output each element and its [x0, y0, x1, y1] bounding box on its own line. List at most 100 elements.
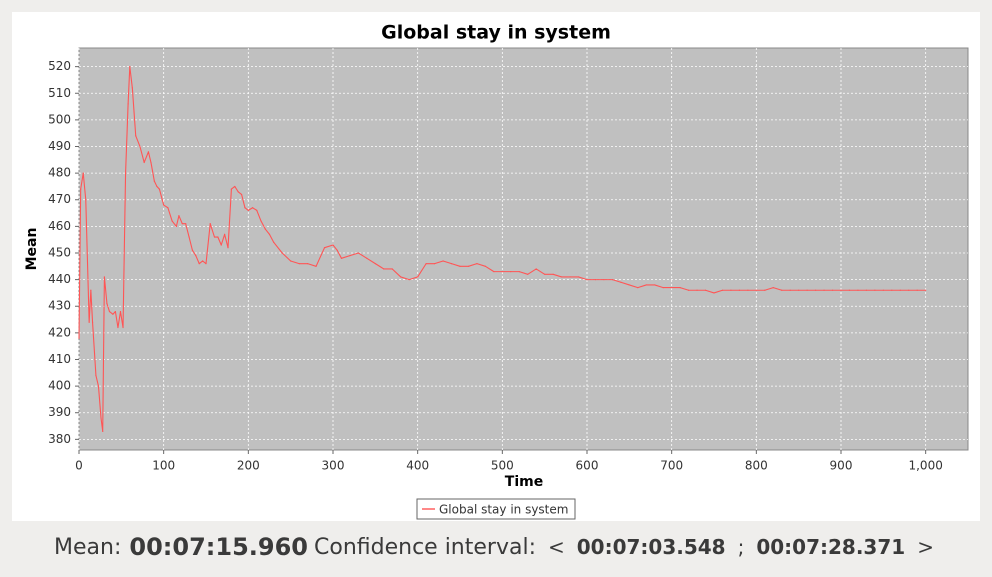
data-point: [383, 268, 385, 270]
y-tick-label: 480: [48, 166, 71, 180]
data-point: [823, 289, 825, 291]
data-point: [366, 257, 368, 259]
data-point: [408, 279, 410, 281]
data-point: [518, 271, 520, 273]
data-point: [102, 430, 104, 432]
data-point: [764, 289, 766, 291]
y-tick-label: 390: [48, 405, 71, 419]
data-point: [234, 185, 236, 188]
data-point: [119, 310, 122, 313]
data-point: [90, 289, 92, 291]
data-point: [127, 103, 129, 105]
series-line: [78, 66, 926, 432]
x-tick-label: 600: [576, 459, 599, 473]
y-tick-label: 430: [48, 299, 71, 313]
data-point: [268, 233, 271, 235]
data-point: [171, 220, 173, 222]
data-point: [340, 257, 343, 259]
data-point: [874, 289, 876, 291]
data-point: [544, 273, 546, 275]
status-bar: Mean: 00:07:15.960 Confidence interval: …: [0, 527, 992, 567]
data-point: [840, 289, 842, 291]
data-point: [97, 385, 100, 387]
x-tick-label: 300: [322, 459, 345, 473]
data-point: [501, 271, 503, 273]
data-point: [493, 271, 495, 273]
data-point: [205, 263, 207, 265]
ci-upper-value: 00:07:28.371: [756, 535, 906, 559]
data-point: [747, 289, 749, 291]
data-point: [815, 289, 817, 291]
legend: Global stay in system: [416, 498, 576, 520]
data-point: [620, 281, 622, 283]
x-tick-label: 0: [75, 459, 83, 473]
data-point: [191, 249, 194, 251]
data-point: [899, 289, 901, 291]
data-point: [82, 172, 84, 174]
data-point: [467, 265, 470, 267]
data-point: [349, 255, 351, 257]
data-point: [181, 223, 183, 225]
data-point: [244, 207, 246, 209]
data-point: [450, 263, 453, 265]
chart-svg: Global stay in system 380 390 400 410 420 430…: [24, 22, 969, 520]
data-point: [561, 276, 563, 278]
data-point: [85, 199, 87, 201]
data-point: [264, 228, 266, 230]
data-point: [434, 263, 436, 265]
data-point: [143, 161, 145, 164]
data-point: [315, 265, 317, 267]
data-point: [273, 241, 275, 243]
data-point: [195, 255, 197, 257]
data-point: [220, 244, 222, 246]
data-point: [806, 289, 808, 291]
data-point: [281, 252, 283, 254]
data-point: [569, 276, 571, 278]
ci-open-bracket: <: [547, 535, 565, 559]
mean-value: 00:07:15.960: [129, 533, 308, 561]
data-point: [781, 289, 783, 291]
data-point: [908, 289, 910, 291]
data-point: [298, 263, 300, 265]
x-tick-label: 100: [152, 459, 175, 473]
data-point: [178, 215, 180, 217]
data-point: [374, 263, 376, 265]
data-point: [594, 279, 597, 281]
data-point: [755, 289, 757, 291]
y-tick-label: 500: [48, 112, 71, 126]
data-point: [696, 289, 698, 291]
data-point: [88, 321, 90, 323]
data-point: [798, 289, 800, 291]
data-point: [91, 321, 94, 323]
data-point: [256, 209, 258, 211]
x-tick-label: 700: [660, 459, 683, 473]
y-tick-label: 510: [48, 86, 71, 100]
x-tick-label: 900: [830, 459, 853, 473]
ci-close-bracket: >: [917, 535, 934, 559]
data-point: [671, 287, 673, 289]
x-tick-label: 400: [406, 459, 429, 473]
data-point: [117, 326, 119, 329]
grid-layer: [78, 48, 968, 450]
data-point: [730, 289, 732, 291]
data-point: [459, 265, 461, 267]
data-point: [80, 188, 82, 190]
x-tick-label: 800: [745, 459, 768, 473]
data-point: [103, 276, 105, 278]
data-point: [163, 204, 165, 206]
data-point: [323, 247, 326, 249]
data-point: [865, 289, 868, 291]
data-point: [251, 207, 254, 209]
data-point: [417, 276, 419, 278]
x-tick-label: 1,000: [908, 459, 942, 473]
data-point: [124, 172, 127, 174]
ci-lower-value: 00:07:03.548: [576, 535, 726, 559]
data-point: [391, 268, 393, 270]
data-point: [167, 207, 169, 209]
data-point: [227, 247, 229, 249]
legend-box: [416, 498, 576, 520]
data-point: [400, 276, 402, 278]
data-point: [848, 289, 851, 291]
data-point: [679, 287, 681, 289]
data-point: [224, 233, 226, 235]
